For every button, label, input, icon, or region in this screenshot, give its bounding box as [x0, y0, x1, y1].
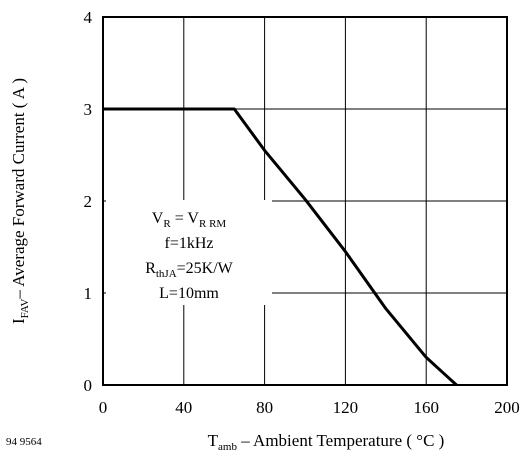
x-tick-label: 0	[99, 398, 108, 417]
y-axis-label-main: I	[9, 318, 28, 324]
x-tick-label: 160	[413, 398, 439, 417]
annotation-line: RthJA=25K/W	[145, 260, 233, 280]
y-tick-label: 0	[84, 376, 93, 395]
series-layer	[103, 107, 458, 387]
x-axis-label-sub: amb	[218, 441, 237, 453]
annotation-subscript: thJA	[156, 268, 177, 280]
x-axis-label-rest: – Ambient Temperature ( °C )	[237, 431, 444, 450]
annotation-text: = V	[171, 210, 200, 227]
x-axis-label-main: T	[208, 431, 219, 450]
y-tick-label: 4	[84, 8, 93, 27]
annotation-line: f=1kHz	[164, 235, 213, 252]
x-tick-label: 40	[175, 398, 192, 417]
y-axis-label-sub: FAV	[19, 299, 31, 319]
annotation-subscript: R	[163, 218, 171, 230]
x-tick-label: 80	[256, 398, 273, 417]
x-tick-label: 200	[494, 398, 520, 417]
annotation-text: L=10mm	[159, 285, 219, 302]
y-tick-labels: 0 1 2 3 4	[84, 8, 93, 395]
annotation-text: f=1kHz	[164, 235, 213, 252]
x-tick-labels: 0 40 80 120 160 200	[99, 398, 520, 417]
y-tick-label: 1	[84, 284, 93, 303]
y-tick-label: 3	[84, 100, 93, 119]
annotation-text: V	[152, 210, 164, 227]
y-tick-label: 2	[84, 192, 93, 211]
x-axis-label: Tamb – Ambient Temperature ( °C )	[208, 431, 445, 453]
annotation-line: VR = VR RM	[152, 210, 227, 230]
annotation-box	[106, 200, 272, 305]
y-axis-label-rest: – Average Forward Current ( A )	[9, 78, 28, 300]
x-tick-label: 120	[333, 398, 359, 417]
annotation-line: L=10mm	[159, 285, 219, 302]
series-line-0	[103, 107, 458, 387]
plot-frame	[102, 16, 508, 386]
annotation-subscript: R RM	[199, 218, 226, 230]
annotation-text: =25K/W	[177, 260, 234, 277]
annotation-text: R	[145, 260, 156, 277]
figure-id: 94 9564	[6, 436, 42, 448]
y-axis-label: IFAV– Average Forward Current ( A )	[9, 78, 31, 324]
